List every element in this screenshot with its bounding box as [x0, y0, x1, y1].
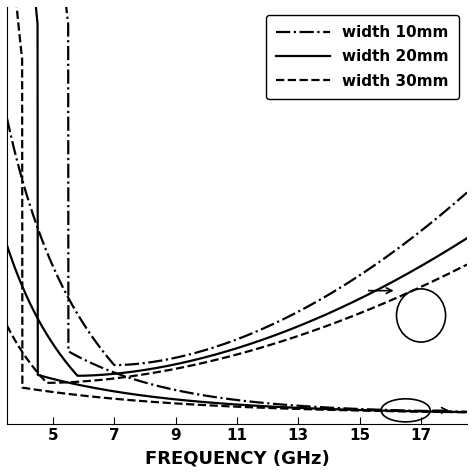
- Legend: width 10mm, width 20mm, width 30mm: width 10mm, width 20mm, width 30mm: [266, 15, 459, 100]
- X-axis label: FREQUENCY (GHz): FREQUENCY (GHz): [145, 449, 329, 467]
